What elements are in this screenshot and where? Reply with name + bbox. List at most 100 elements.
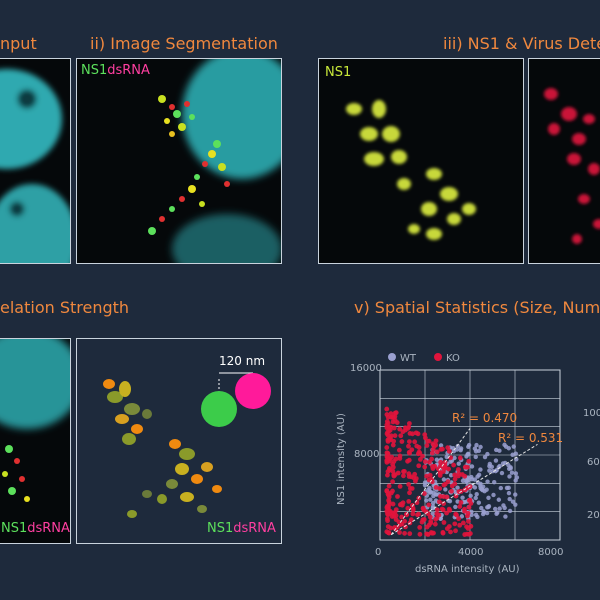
wt-point	[502, 442, 507, 447]
ko-point	[386, 497, 391, 503]
title-image-segmentation: ii) Image Segmentation	[90, 34, 278, 53]
ns1-dsrna-label-diagram: NS1dsRNA	[207, 521, 276, 536]
ko-point	[425, 531, 431, 537]
wt-point	[506, 446, 512, 451]
ns1-label: NS1	[81, 63, 108, 78]
wt-point	[458, 447, 463, 453]
ko-point	[417, 531, 423, 537]
ko-point	[437, 486, 443, 491]
wt-point	[476, 500, 482, 505]
ko-point	[406, 482, 412, 487]
wt-point	[504, 485, 510, 491]
legend-ko-marker	[434, 353, 442, 361]
ko-point	[391, 513, 397, 519]
ko-point	[387, 456, 393, 462]
wt-point	[448, 473, 454, 478]
ko-point	[424, 443, 430, 448]
panel-correlation-image: NS1dsRNA	[0, 338, 71, 544]
wt-point	[455, 443, 460, 449]
ko-point	[440, 507, 446, 513]
wt-point	[466, 442, 472, 448]
ko-point	[397, 426, 403, 432]
ko-point	[417, 525, 423, 530]
wt-point	[496, 497, 502, 502]
ko-point	[405, 458, 410, 464]
wt-point	[469, 464, 475, 469]
wt-point	[498, 485, 504, 491]
wt-point	[473, 495, 478, 501]
ko-point	[410, 511, 416, 517]
y-axis-label: NS1 intensity (AU)	[336, 413, 347, 505]
wt-point	[478, 467, 483, 472]
segmentation-image	[148, 59, 281, 263]
wt-point	[503, 514, 508, 519]
ko-point	[456, 516, 461, 522]
right-tick-60: 60	[587, 457, 600, 468]
ko-point	[398, 433, 404, 439]
ko-point	[430, 466, 436, 471]
wt-point	[443, 487, 448, 492]
ko-point	[446, 448, 452, 454]
wt-point	[479, 505, 484, 511]
dsrna-label: dsRNA	[107, 63, 150, 78]
wt-point	[501, 503, 506, 508]
ko-point	[406, 421, 412, 426]
ko-point	[417, 450, 423, 456]
wt-point	[473, 454, 478, 460]
ko-point	[410, 507, 416, 513]
wt-point	[492, 479, 497, 485]
ko-point	[427, 514, 433, 520]
ko-point	[397, 530, 402, 535]
x-tick-0: 0	[375, 547, 381, 558]
wt-point	[476, 472, 482, 478]
ko-point	[407, 490, 412, 496]
ko-point	[422, 459, 428, 465]
ko-point	[467, 497, 473, 503]
wt-point	[482, 488, 487, 494]
wt-point	[510, 499, 516, 504]
panel-ns1-detection: NS1	[318, 58, 524, 264]
ns1-circle	[201, 391, 237, 427]
ko-point	[426, 438, 432, 444]
wt-point	[473, 512, 479, 518]
ns1-label: NS1	[207, 521, 234, 536]
ko-point	[465, 513, 470, 519]
ko-point	[457, 455, 463, 461]
wt-point	[472, 446, 478, 451]
ko-point	[459, 472, 465, 477]
y-tick-16000: 16000	[350, 363, 382, 374]
ko-point	[402, 518, 408, 524]
ko-point	[434, 449, 440, 455]
legend-wt-marker	[388, 353, 396, 361]
ko-point	[388, 525, 394, 531]
wt-point	[508, 465, 513, 470]
ko-point	[440, 530, 446, 536]
wt-point	[513, 492, 518, 497]
ko-point	[402, 530, 407, 536]
ko-point	[468, 531, 473, 536]
ko-point	[407, 485, 413, 491]
wt-point	[486, 495, 491, 501]
ko-point	[433, 438, 439, 444]
ko-point	[385, 530, 391, 536]
dsrna-label: dsRNA	[233, 521, 276, 536]
ko-point	[434, 515, 440, 521]
ko-point	[426, 502, 432, 508]
ko-point	[444, 526, 450, 532]
ko-point	[420, 453, 425, 459]
wt-point	[430, 505, 435, 511]
ko-point	[452, 481, 458, 487]
ns1-label: NS1	[1, 521, 28, 536]
wt-point	[507, 508, 513, 514]
ko-point	[413, 430, 419, 436]
ko-point	[432, 521, 438, 527]
wt-point	[507, 496, 512, 502]
wt-point	[427, 490, 433, 495]
ko-point	[385, 518, 390, 524]
wt-point	[438, 516, 443, 521]
ko-point	[421, 491, 427, 496]
wt-point	[482, 454, 488, 460]
ko-point	[433, 485, 439, 490]
ko-point	[390, 419, 396, 425]
wt-point	[462, 499, 467, 505]
